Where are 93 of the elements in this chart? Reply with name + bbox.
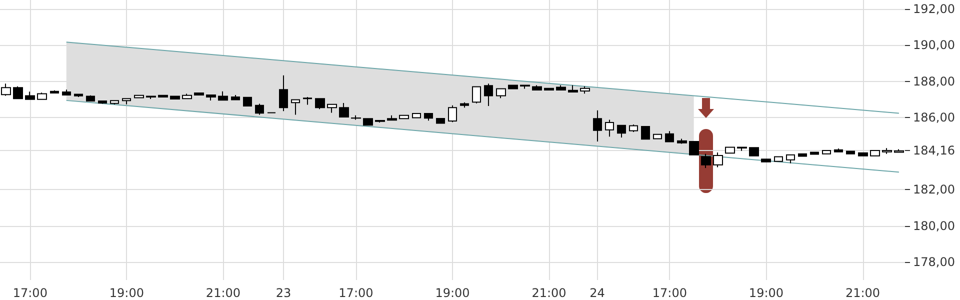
candlestick [882,148,892,154]
candlestick [98,100,107,104]
candlestick [243,96,252,107]
candlestick [689,140,699,156]
x-tick-label: 17:00 [338,286,374,300]
candlestick [110,100,119,105]
candlestick [134,94,144,98]
candlestick [846,150,855,154]
y-tick-label: 192,00 [913,2,955,16]
candlestick [580,86,590,94]
candlestick [737,146,747,152]
candlestick [701,153,711,168]
candlestick [605,119,614,138]
candlestick [363,118,373,126]
candlestick [858,152,868,156]
candlestick [810,152,819,155]
candlestick [665,130,674,142]
y-tick-label: 186,00 [913,110,955,124]
candlestick [315,98,325,110]
candlestick [484,83,493,107]
candlestick [834,148,843,152]
candlestick [412,112,421,118]
candlestick [749,147,759,156]
candlestick [508,84,518,90]
y-tick-label: 188,00 [913,74,955,88]
candlestick [50,90,59,94]
candlestick [375,120,385,123]
candlestick [1,83,11,96]
y-tick-label: 182,00 [913,182,955,197]
y-tick-label: 180,00 [913,218,955,233]
candlestick [158,94,168,98]
candlestick [894,148,904,153]
x-tick-label: 23 [276,286,292,300]
candlestick [798,153,807,157]
candlestick [761,158,771,162]
candlestick [303,96,312,106]
candlestick [255,103,264,116]
x-tick-label: 24 [590,286,605,300]
candlestick [231,94,240,100]
candlestick [870,150,880,156]
candlestick [544,88,554,90]
candlestick [496,88,506,99]
candlestick [351,114,361,120]
candlestick [532,84,542,90]
x-tick-label: 21:00 [206,286,241,300]
candlestick [822,150,831,154]
x-tick-label: 17:00 [652,286,687,300]
candlestick [194,92,204,96]
y-tick-label: 178,00 [913,254,955,269]
candlestick [37,92,47,100]
candlestick [593,110,602,142]
candlestick [62,89,71,96]
candlestick [206,94,216,101]
x-tick-label: 19:00 [109,286,144,300]
candlestick [786,154,795,164]
candlestick [520,84,530,90]
candlestick [653,134,662,140]
x-tick-label: 21:00 [845,286,880,300]
candlestick [399,114,409,120]
candlestick [629,124,638,133]
y-tick-label: 184,16 [913,144,955,158]
candlestick [182,93,192,100]
candlestick [339,102,349,118]
candlestick [387,114,397,121]
candlestick [170,95,180,100]
candlestick [725,146,735,154]
candlestick [279,74,288,112]
candlestick [641,126,650,140]
candlestick [448,104,457,123]
candlestick [436,118,445,124]
candlestick [677,138,687,144]
candlestick [25,91,35,100]
candlestick [74,94,83,98]
x-tick-label: 17:00 [12,286,48,300]
candlestick [86,94,95,102]
candlestick [13,86,23,100]
candlestick [218,90,228,101]
y-tick-label: 190,00 [913,38,955,52]
candlestick [713,152,723,168]
x-tick-label: 21:00 [532,286,566,300]
candlestick [774,156,783,162]
candlestick [122,98,131,105]
candlestick [460,102,469,108]
candlestick [146,96,156,100]
candlestick [617,124,626,138]
candlestick [472,86,481,104]
x-tick-label: 19:00 [748,286,784,300]
x-tick-label: 19:00 [435,286,470,300]
candlestick [568,84,578,92]
candlestick [424,112,433,122]
candlestick [327,104,337,114]
candlestick [291,99,300,116]
candlestick [556,84,566,90]
